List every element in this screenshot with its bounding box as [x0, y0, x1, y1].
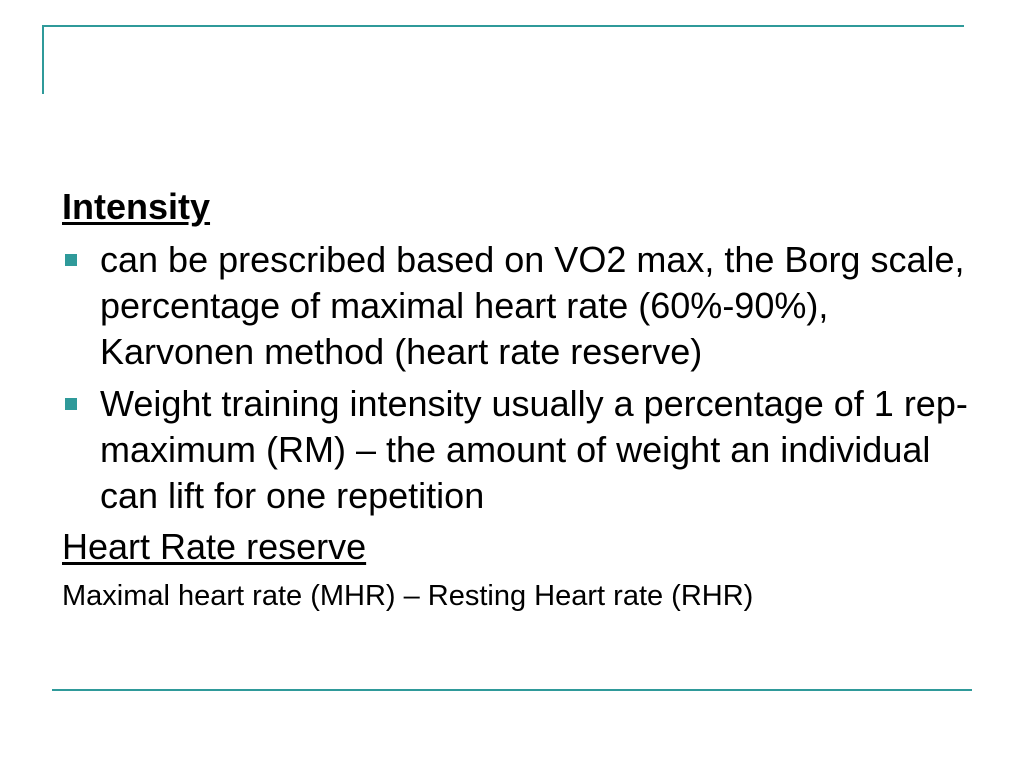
intensity-heading: Intensity [62, 186, 211, 227]
intensity-bullet-list: can be prescribed based on VO2 max, the … [62, 237, 982, 519]
left-rule-decoration [42, 25, 44, 94]
square-bullet-icon [65, 398, 77, 410]
heart-rate-reserve-formula: Maximal heart rate (MHR) – Resting Heart… [62, 580, 754, 612]
list-item: can be prescribed based on VO2 max, the … [62, 237, 982, 375]
list-item: Weight training intensity usually a perc… [62, 381, 982, 519]
bullet-text: can be prescribed based on VO2 max, the … [100, 239, 965, 372]
bullet-text: Weight training intensity usually a perc… [100, 383, 968, 516]
slide-body: Intensity can be prescribed based on VO2… [62, 183, 982, 617]
square-bullet-icon [65, 254, 77, 266]
top-rule-decoration [42, 25, 964, 27]
heart-rate-reserve-heading: Heart Rate reserve [62, 526, 367, 567]
bottom-rule-decoration [52, 689, 972, 691]
